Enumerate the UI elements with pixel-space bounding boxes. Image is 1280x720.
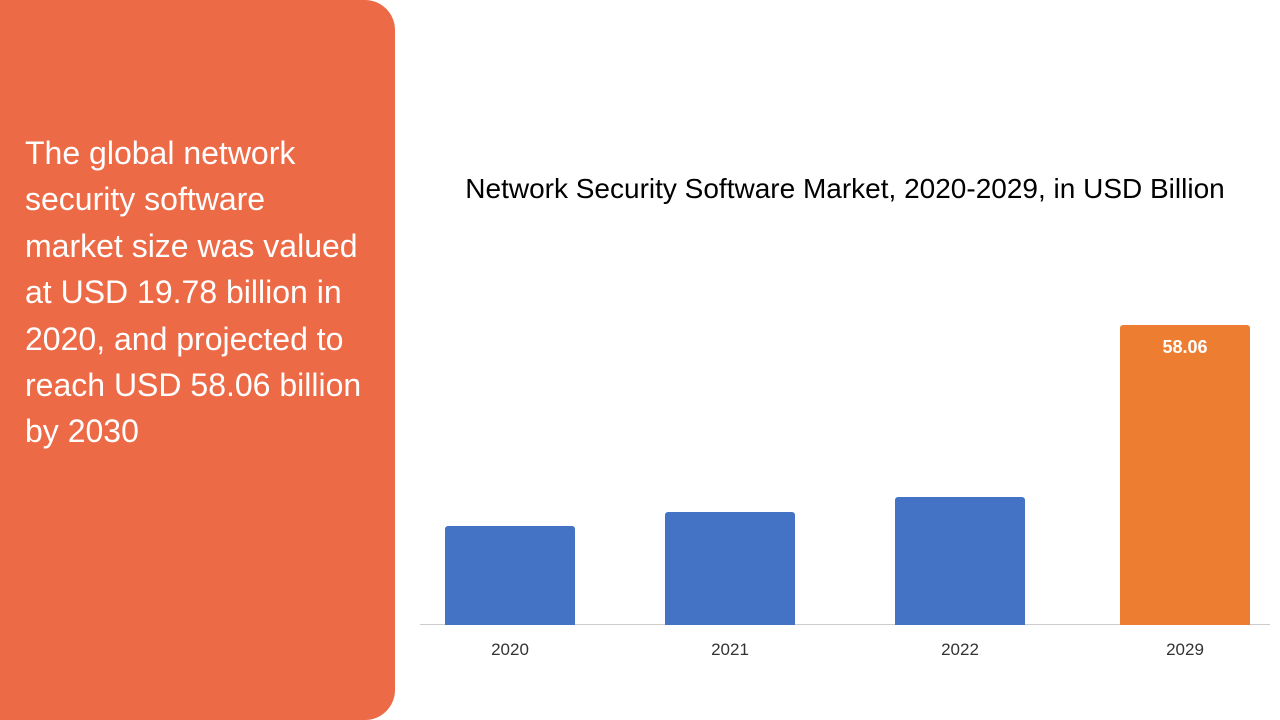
bar-2020 bbox=[445, 526, 575, 625]
chart-title: Network Security Software Market, 2020-2… bbox=[420, 170, 1270, 208]
xlabel-2021: 2021 bbox=[665, 640, 795, 660]
xlabel-2020: 2020 bbox=[445, 640, 575, 660]
xaxis-labels: 2020 2021 2022 2029 bbox=[420, 640, 1270, 670]
xlabel-2022: 2022 bbox=[895, 640, 1025, 660]
info-panel: The global network security software mar… bbox=[0, 0, 395, 720]
bar-2021 bbox=[665, 512, 795, 625]
bar-group-2020 bbox=[445, 526, 575, 625]
bar-value-label-2029: 58.06 bbox=[1120, 337, 1250, 358]
chart-plot: 58.06 bbox=[420, 325, 1270, 625]
bar-group-2021 bbox=[665, 512, 795, 625]
xlabel-2029: 2029 bbox=[1120, 640, 1250, 660]
bar-group-2029: 58.06 bbox=[1120, 325, 1250, 625]
chart-container: Network Security Software Market, 2020-2… bbox=[420, 0, 1270, 720]
summary-text: The global network security software mar… bbox=[25, 130, 370, 455]
bar-group-2022 bbox=[895, 497, 1025, 625]
bar-2022 bbox=[895, 497, 1025, 625]
bar-2029: 58.06 bbox=[1120, 325, 1250, 625]
